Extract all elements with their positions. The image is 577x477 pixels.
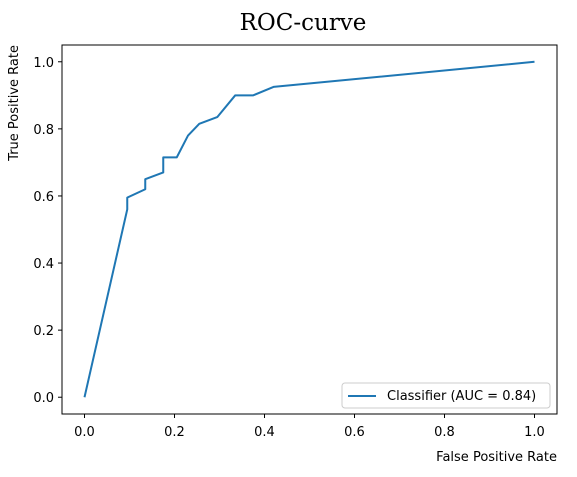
x-tick-label: 0.8: [434, 425, 455, 440]
y-tick-label: 1.0: [33, 56, 54, 71]
plot-area-frame: [61, 44, 558, 415]
legend: Classifier (AUC = 0.84): [341, 382, 551, 409]
y-tick-label: 0.2: [33, 324, 54, 339]
x-tick-label: 1.0: [524, 425, 545, 440]
y-axis-ticks: 0.0 0.2 0.4 0.6 0.8 1.0: [33, 56, 62, 406]
legend-label: Classifier (AUC = 0.84): [387, 389, 536, 404]
legend-box: [341, 382, 551, 409]
x-tick-label: 0.2: [164, 425, 185, 440]
y-tick-label: 0.4: [33, 257, 54, 272]
y-tick-label: 0.8: [33, 123, 54, 138]
roc-curve-line: [83, 60, 535, 398]
x-tick-label: 0.4: [254, 425, 275, 440]
y-axis-label: True Positive Rate: [7, 45, 22, 162]
y-tick-label: 0.0: [33, 391, 54, 406]
x-axis-ticks: 0.0 0.2 0.4 0.6 0.8 1.0: [74, 414, 545, 440]
y-tick-label: 0.6: [33, 190, 54, 205]
x-axis-label: False Positive Rate: [436, 450, 557, 465]
x-tick-label: 0.6: [344, 425, 365, 440]
chart-title: ROC-curve: [240, 10, 367, 36]
x-tick-label: 0.0: [74, 425, 95, 440]
